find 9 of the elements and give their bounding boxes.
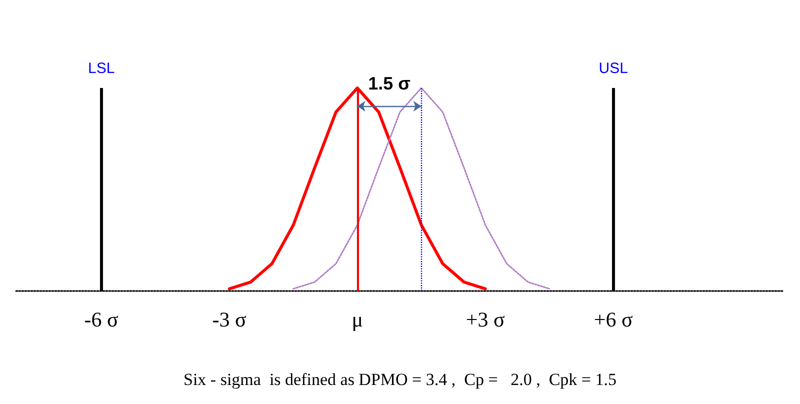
x-tick-label: +3 σ [466, 308, 505, 332]
x-tick-label: -3 σ [212, 308, 246, 332]
x-tick-label: +6 σ [594, 308, 633, 332]
ref-line-label: USL [598, 60, 628, 77]
x-tick-label: -6 σ [84, 308, 118, 332]
x-tick-label: μ [352, 308, 363, 332]
ref-line-label: LSL [88, 60, 115, 77]
text: Six - sigma is defined as DPMO = 3.4 , Cp = 2.0 , Cpk = 1.5 [184, 370, 617, 389]
annotation: 1.5 σ [368, 73, 411, 94]
